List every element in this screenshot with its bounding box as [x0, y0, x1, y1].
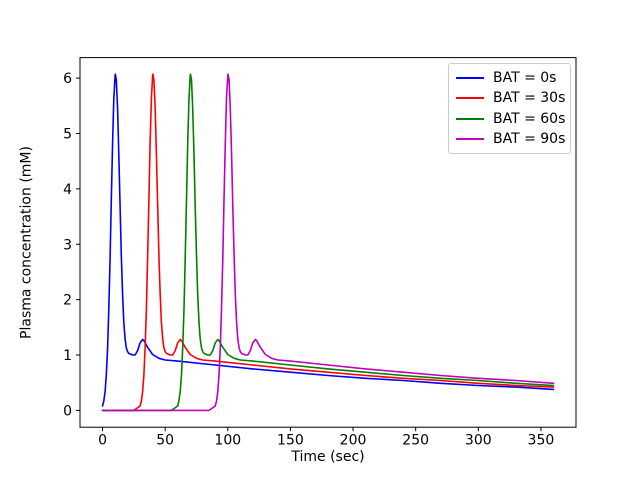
y-axis-label: Plasma concentration (mM) [18, 146, 35, 339]
y-axis-tick-label: 2 [63, 293, 72, 309]
y-axis-tick-label: 4 [63, 182, 72, 198]
legend-item-label: BAT = 30s [493, 90, 566, 107]
x-axis-tick-label: 100 [214, 433, 241, 449]
y-axis-tick-label: 5 [63, 126, 72, 142]
plot-frame [79, 57, 577, 428]
x-axis-tick-label: 0 [98, 433, 107, 449]
y-axis-tick-label: 3 [63, 237, 72, 253]
series-line-bat-30s [101, 73, 555, 412]
legend-line-sample [456, 77, 484, 80]
legend-item: BAT = 60s [456, 109, 566, 129]
legend-item: BAT = 0s [456, 68, 563, 88]
legend-item-label: BAT = 60s [493, 110, 566, 127]
legend-line-sample [456, 117, 484, 120]
legend-item: BAT = 30s [456, 88, 566, 108]
x-axis-label: Time (sec) [291, 449, 365, 465]
legend-line-sample [456, 97, 484, 100]
legend-item-label: BAT = 0s [493, 70, 557, 87]
series-line-bat-0s [101, 73, 555, 407]
x-axis-tick-label: 350 [528, 433, 555, 449]
y-axis-tick-label: 1 [63, 348, 72, 364]
x-axis-tick-label: 250 [402, 433, 429, 449]
legend-item: BAT = 90s [456, 129, 566, 149]
legend-item-label: BAT = 90s [493, 130, 566, 147]
legend: BAT = 0s BAT = 30s BAT = 60s BAT = 90s [448, 63, 571, 154]
series-line-bat-90s [101, 73, 555, 412]
x-axis-tick-label: 200 [340, 433, 367, 449]
x-axis-tick-label: 50 [156, 433, 174, 449]
y-axis-tick-label: 6 [63, 71, 72, 87]
series-line-bat-60s [101, 73, 555, 412]
legend-line-sample [456, 137, 484, 140]
x-axis-tick-label: 300 [465, 433, 492, 449]
x-axis-tick-label: 150 [277, 433, 304, 449]
y-axis-tick-label: 0 [63, 403, 72, 419]
